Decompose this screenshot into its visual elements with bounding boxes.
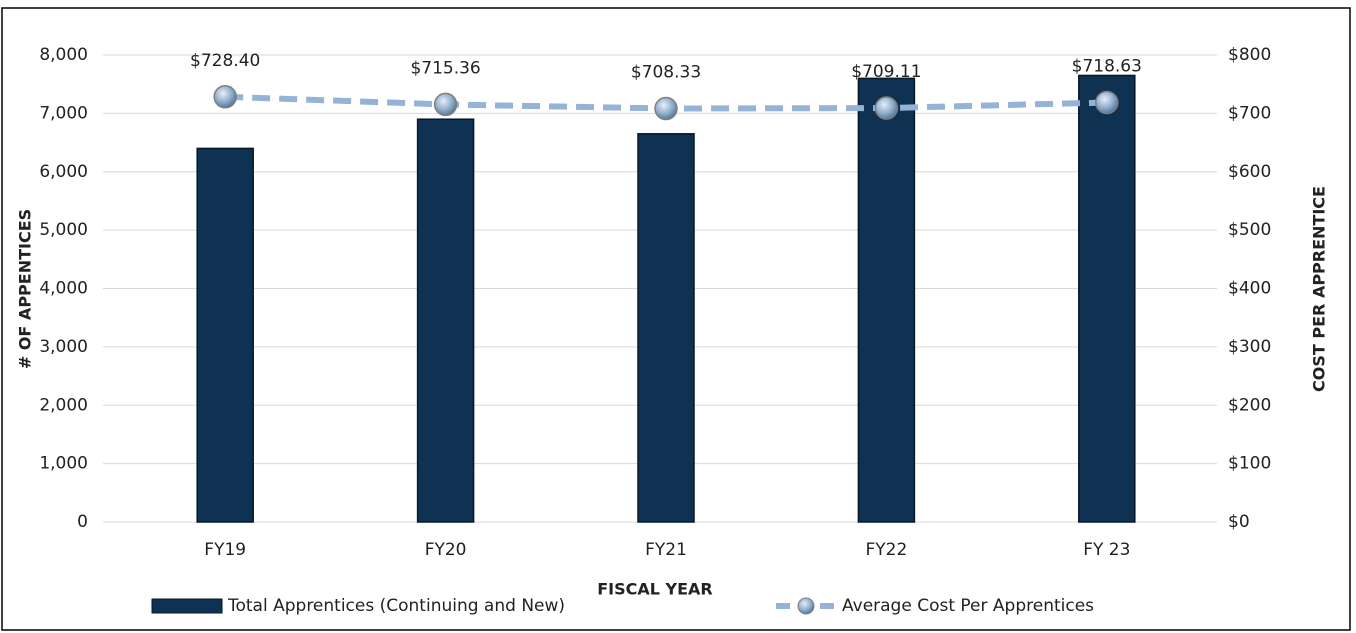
y2-tick-label: $100	[1228, 454, 1271, 474]
y-tick-label: 3,000	[39, 337, 88, 357]
y-tick-label: 5,000	[39, 220, 88, 240]
bar	[416, 118, 475, 523]
y-axis-title: # OF APPENTICES	[16, 209, 35, 369]
chart-border	[1, 7, 1351, 631]
data-label: $728.40	[190, 51, 260, 71]
bar	[857, 77, 916, 523]
bar	[637, 133, 695, 523]
x-tick-label: FY 23	[1083, 540, 1130, 560]
y-tick-label: 7,000	[39, 103, 88, 123]
y-tick-label: 1,000	[39, 454, 88, 474]
x-tick-label: FY22	[866, 540, 908, 560]
x-tick-label: FY21	[645, 540, 687, 560]
data-label: $709.11	[851, 62, 921, 82]
y2-tick-label: $800	[1228, 45, 1271, 65]
y2-tick-label: $500	[1228, 220, 1271, 240]
x-axis-title: FISCAL YEAR	[597, 580, 713, 599]
line-marker	[1095, 90, 1119, 115]
line-marker	[874, 96, 899, 120]
y-tick-label: 2,000	[39, 395, 88, 415]
x-tick-label: FY19	[204, 540, 246, 560]
line-marker	[213, 85, 237, 109]
y-tick-label: 8,000	[39, 45, 88, 65]
y2-tick-label: $400	[1228, 279, 1271, 299]
data-label: $708.33	[631, 63, 701, 83]
data-label: $715.36	[410, 58, 480, 78]
y-tick-label: 0	[77, 512, 88, 532]
y2-tick-label: $200	[1228, 395, 1271, 415]
line-marker	[433, 92, 458, 117]
legend-label: Total Apprentices (Continuing and New)	[227, 596, 565, 616]
line-marker	[654, 96, 678, 121]
legend-swatch	[151, 598, 223, 614]
y-tick-label: 6,000	[39, 162, 88, 182]
y2-tick-label: $600	[1228, 162, 1271, 182]
data-label: $718.63	[1072, 56, 1142, 76]
y2-axis-title: COST PER APPRENTICE	[1310, 186, 1329, 392]
y-tick-label: 4,000	[39, 279, 88, 299]
y2-tick-label: $300	[1228, 337, 1271, 357]
bar	[196, 147, 254, 523]
legend-label: Average Cost Per Apprentices	[842, 596, 1094, 616]
y2-tick-label: $700	[1228, 103, 1271, 123]
bar	[1078, 74, 1136, 523]
x-tick-label: FY20	[425, 540, 467, 560]
y2-tick-label: $0	[1228, 512, 1250, 532]
legend-swatch	[797, 597, 815, 615]
